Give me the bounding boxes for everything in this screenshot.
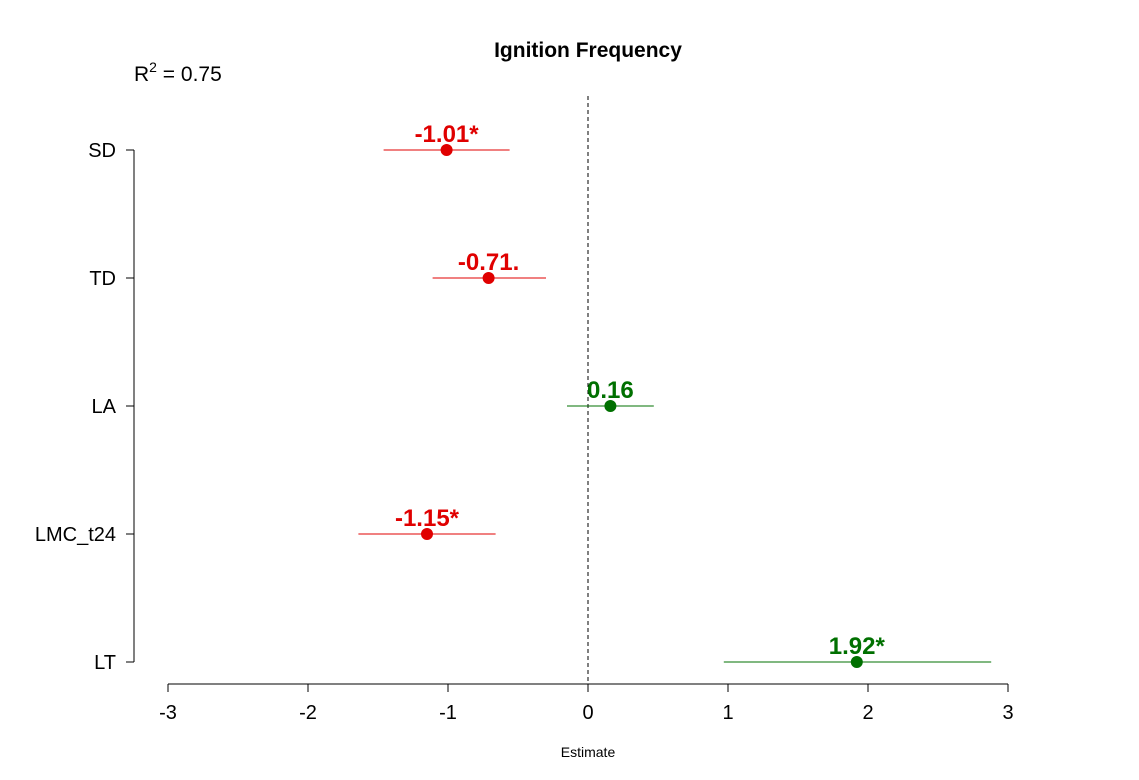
x-axis-label: Estimate bbox=[561, 744, 616, 760]
x-tick-label: 0 bbox=[582, 702, 593, 724]
x-tick-label: 2 bbox=[862, 702, 873, 724]
r-squared-prefix: R bbox=[134, 63, 149, 86]
chart-title: Ignition Frequency bbox=[494, 39, 682, 62]
y-axis: SD TD LA LMC_t24 LT bbox=[35, 140, 135, 674]
estimates: -1.01* -0.71. 0.16 -1.15* 1.92* bbox=[358, 121, 992, 668]
estimate-label: -0.71. bbox=[458, 249, 519, 276]
x-tick-label: -2 bbox=[299, 702, 317, 724]
estimate-sd: -1.01* bbox=[383, 121, 510, 156]
estimate-label: 0.16 bbox=[587, 377, 634, 404]
estimate-label: -1.01* bbox=[415, 121, 480, 148]
estimate-point bbox=[440, 144, 453, 156]
estimate-point bbox=[421, 528, 433, 540]
r-squared-superscript: 2 bbox=[149, 59, 157, 75]
y-category-label: LA bbox=[92, 396, 117, 418]
r-squared-annotation: R2 = 0.75 bbox=[134, 59, 222, 86]
y-category-label: LMC_t24 bbox=[35, 524, 116, 546]
x-tick-label: -3 bbox=[159, 702, 177, 724]
x-axis: -3 -2 -1 0 1 2 3 bbox=[159, 683, 1014, 724]
estimate-point bbox=[850, 656, 863, 668]
estimate-lmc-t24: -1.15* bbox=[358, 505, 496, 540]
estimate-point bbox=[482, 272, 495, 284]
x-tick-label: 1 bbox=[722, 702, 733, 724]
estimate-label: -1.15* bbox=[395, 505, 460, 532]
y-category-label: LT bbox=[94, 652, 116, 674]
y-category-label: TD bbox=[89, 268, 116, 290]
x-tick-label: 3 bbox=[1002, 702, 1013, 724]
estimate-point bbox=[604, 400, 617, 412]
estimate-la: 0.16 bbox=[567, 377, 654, 412]
x-tick-label: -1 bbox=[439, 702, 457, 724]
estimate-td: -0.71. bbox=[432, 249, 546, 284]
estimate-lt: 1.92* bbox=[723, 633, 992, 668]
estimate-label: 1.92* bbox=[829, 633, 886, 660]
r-squared-value: = 0.75 bbox=[157, 63, 222, 86]
y-category-label: SD bbox=[88, 140, 116, 162]
